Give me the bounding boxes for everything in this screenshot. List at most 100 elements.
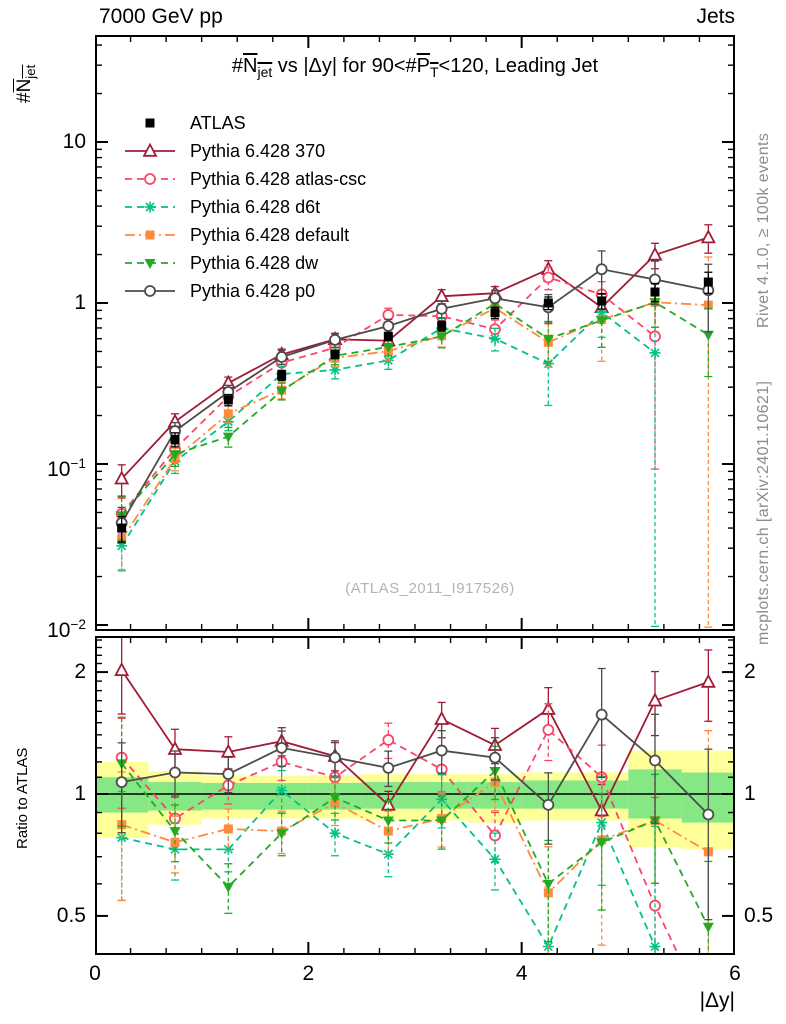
x-tick-label: 4	[515, 962, 528, 985]
marker-circle-open	[702, 808, 715, 821]
marker-triangle-down	[222, 432, 234, 443]
marker-square	[597, 296, 607, 306]
series-line	[121, 780, 709, 895]
analysis-watermark: (ATLAS_2011_I917526)	[345, 580, 515, 597]
series-line	[120, 311, 656, 547]
series-line	[120, 669, 709, 813]
marker-star	[543, 359, 553, 369]
main-y-tick-label: 10	[62, 130, 86, 153]
ylabel-n: N	[14, 78, 35, 93]
marker-circle-open	[144, 173, 156, 185]
legend-item-pythia-atlas-csc: Pythia 6.428 atlas-csc	[123, 165, 366, 193]
marker-star	[650, 348, 660, 358]
marker-circle-open	[115, 776, 128, 788]
marker-circle-open	[649, 754, 661, 767]
marker-triangle-down	[702, 330, 714, 341]
marker-triangle-down	[596, 838, 608, 849]
ratio-y-tick-label-left: 1	[74, 782, 86, 805]
ratio-y-tick-label-left: 0.5	[56, 903, 86, 927]
legend-item-pythia-d6t: Pythia 6.428 d6t	[123, 193, 366, 221]
marker-star	[650, 942, 660, 952]
legend-label: Pythia 6.428 d6t	[190, 196, 321, 217]
legend-item-pythia-dw: Pythia 6.428 dw	[123, 249, 366, 277]
marker-triangle-down	[144, 259, 156, 269]
legend-label: Pythia 6.428 dw	[190, 252, 319, 273]
marker-circle-open	[329, 751, 341, 764]
marker-circle-open	[542, 798, 555, 811]
title-p: P	[416, 55, 430, 77]
series-line	[121, 789, 663, 954]
series-pythia-6-428-atlas-csc	[115, 703, 679, 954]
marker-circle-open	[435, 302, 448, 315]
series-line	[121, 301, 709, 516]
marker-square	[703, 277, 713, 287]
marker-star	[145, 202, 155, 212]
title-p-sub: T	[429, 64, 439, 80]
title-suffix: <120, Leading Jet	[438, 55, 599, 77]
marker-triangle-open	[647, 692, 663, 707]
series-pythia-6-428-p0	[115, 667, 715, 921]
ratio-y-tick-label-right: 0.5	[744, 903, 774, 927]
marker-square	[277, 370, 287, 380]
ratio-y-tick-label-left: 2	[74, 660, 86, 684]
legend: ATLAS Pythia 6.428 370 Pythia 6.428 atla…	[123, 109, 366, 305]
marker-triangle-open	[434, 710, 450, 725]
marker-triangle-down	[276, 387, 288, 398]
marker-triangle-down	[542, 879, 554, 890]
series-pythia-6-428-dw	[116, 716, 714, 954]
marker-triangle-down	[382, 816, 394, 827]
marker-square	[170, 434, 180, 444]
marker-triangle-open	[700, 229, 716, 244]
marker-circle-open	[382, 734, 395, 746]
marker-triangle-down	[436, 816, 448, 827]
legend-marker-pythia-p0	[125, 285, 175, 297]
marker-triangle-down	[542, 334, 554, 345]
marker-star	[383, 849, 393, 859]
ratio-plot	[95, 636, 735, 955]
title-pt: PT	[416, 55, 439, 80]
marker-circle-open	[595, 708, 608, 721]
marker-star	[330, 828, 340, 838]
marker-triangle-down	[169, 827, 181, 838]
legend-item-pythia-p0: Pythia 6.428 p0	[123, 277, 366, 305]
x-tick-label: 2	[302, 962, 315, 985]
title-n-sub: jet	[257, 64, 273, 80]
legend-marker-pythia-370	[125, 142, 175, 157]
main-y-tick-label: 1	[74, 291, 86, 314]
legend-label: Pythia 6.428 default	[190, 224, 350, 245]
marker-triangle-down	[596, 316, 608, 327]
series-pythia-6-428-default	[117, 256, 713, 628]
main-y-tick-label: 10−1	[47, 456, 86, 481]
title-mid: vs |Δy| for 90<#	[272, 55, 417, 77]
marker-square	[383, 331, 393, 341]
marker-square	[223, 409, 233, 419]
marker-triangle-open	[700, 673, 716, 688]
legend-marker-pythia-d6t	[125, 201, 175, 213]
title-prefix: #	[231, 55, 243, 77]
marker-square	[330, 349, 340, 359]
marker-star	[490, 334, 500, 344]
rivet-version-note: Rivet 4.1.0, ≥ 100k events	[755, 132, 772, 328]
marker-square	[145, 230, 155, 240]
marker-circle-open	[489, 292, 501, 305]
marker-triangle-open	[647, 246, 663, 261]
legend-label: Pythia 6.428 p0	[190, 280, 316, 301]
marker-square	[490, 308, 500, 318]
header-analysis-label: Jets	[696, 5, 735, 28]
marker-circle-open	[435, 744, 448, 757]
mcplots-arxiv-note: mcplots.cern.ch [arXiv:2401.10621]	[755, 380, 772, 645]
series-line	[121, 728, 679, 954]
legend-marker-atlas	[145, 118, 155, 128]
legend-label: ATLAS	[190, 112, 246, 133]
marker-triangle-down	[382, 342, 394, 353]
main-y-axis-title: #Njet	[14, 65, 38, 103]
ylabel-njet: Njet	[14, 64, 38, 93]
plot-title: #Njet vs |Δy| for 90<#PT<120, Leading Je…	[95, 55, 735, 80]
marker-circle-open	[275, 351, 288, 363]
legend-item-pythia-370: Pythia 6.428 370	[123, 137, 366, 165]
ylabel-n-sub: jet	[22, 64, 38, 79]
series-line	[120, 301, 709, 540]
legend-label: Pythia 6.428 atlas-csc	[190, 168, 367, 189]
legend-item-pythia-default: Pythia 6.428 default	[123, 221, 366, 249]
